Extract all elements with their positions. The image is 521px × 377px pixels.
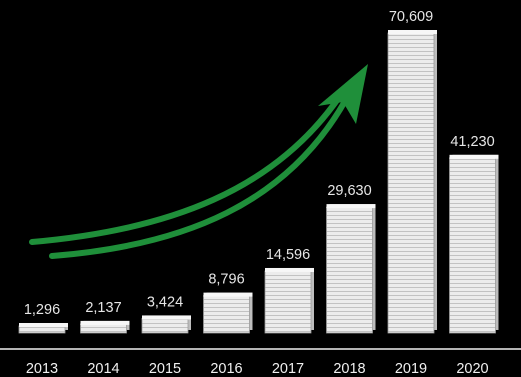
bar-face [203,295,250,334]
x-tick-label: 2013 [26,361,58,377]
data-label: 70,609 [389,9,433,25]
x-tick-label: 2015 [149,361,181,377]
bar-2019 [387,30,437,334]
bar-top [142,315,191,320]
trend-arrow-head [318,64,368,124]
bar-top [449,154,499,159]
data-label: 14,596 [266,247,310,263]
bar-face [387,32,435,334]
bar-top [203,292,253,297]
x-tick-label: 2017 [272,361,304,377]
x-tick-label: 2014 [87,361,119,377]
x-tick-label: 2018 [333,361,365,377]
bar-top [19,323,68,327]
value-labels: 1,296 2,137 3,424 8,796 14,596 29,630 70,609 41… [24,9,495,318]
trend-arrow [29,64,368,259]
bar-2014 [80,320,130,334]
bar-face [18,325,66,334]
bar-2020 [449,154,499,334]
x-axis-ticks: 2013 2014 2015 2016 2017 2018 2019 2020 [26,361,489,377]
data-label: 29,630 [327,183,371,199]
data-label: 8,796 [208,272,244,288]
x-tick-label: 2019 [395,361,427,377]
bar-face [326,206,373,334]
bar-face [449,157,496,334]
data-label: 41,230 [450,134,494,150]
bar-face [264,270,312,334]
bar-top [326,204,376,209]
bar-2015 [141,315,191,334]
data-label: 2,137 [85,300,121,316]
trend-arrow-line-upper [29,93,343,245]
bar-top [388,30,437,34]
bar-top [80,320,130,325]
bar-face [141,318,189,334]
bar-top [265,267,314,272]
x-tick-label: 2016 [210,361,242,377]
bar-2016 [203,292,253,334]
data-label: 1,296 [24,302,60,318]
bars-group [18,30,499,334]
bar-2017 [264,267,314,334]
bar-2018 [326,204,376,334]
x-tick-label: 2020 [456,361,488,377]
bar-face [80,323,127,334]
trend-arrow-line-lower [49,89,353,259]
bar-2013 [18,323,68,334]
data-label: 3,424 [147,294,183,310]
